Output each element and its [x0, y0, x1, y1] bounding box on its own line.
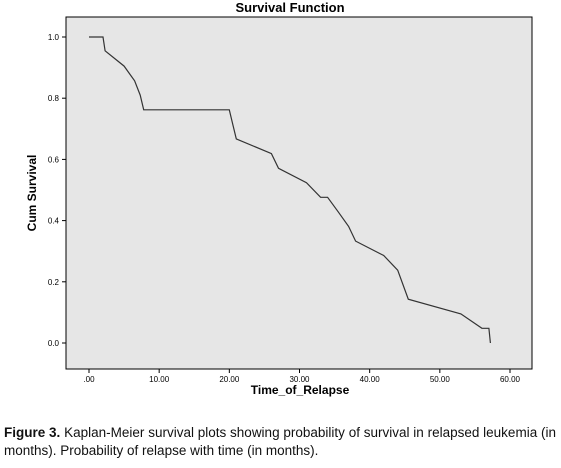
- y-tick-label: 0.6: [48, 155, 60, 164]
- y-tick-label: 0.0: [48, 339, 60, 348]
- survival-curve: [89, 36, 491, 344]
- x-tick-label: .00: [83, 375, 95, 384]
- x-tick-label: 60.00: [500, 375, 521, 384]
- y-tick-label: 1.0: [48, 33, 60, 42]
- x-axis-title: Time_of_Relapse: [251, 383, 350, 397]
- survival-chart: Survival Function 0.0 0.2 0.4 0.6 0.8 1.0 .00…: [25, 0, 533, 397]
- y-axis: 0.0 0.2 0.4 0.6 0.8 1.0: [48, 33, 66, 348]
- plot-area: [65, 16, 533, 370]
- y-tick-label: 0.2: [48, 278, 60, 287]
- y-tick-label: 0.8: [48, 94, 60, 103]
- x-tick-label: 10.00: [149, 375, 170, 384]
- caption-label: Figure 3.: [4, 425, 61, 440]
- x-tick-label: 20.00: [219, 375, 240, 384]
- x-tick-label: 30.00: [289, 375, 310, 384]
- figure-caption: Figure 3. Kaplan-Meier survival plots sh…: [4, 424, 556, 460]
- y-tick-label: 0.4: [48, 217, 60, 226]
- chart-figure: Survival Function 0.0 0.2 0.4 0.6 0.8 1.0 .00…: [25, 0, 533, 397]
- y-axis-title: Cum Survival: [25, 155, 39, 232]
- caption-text: Kaplan-Meier survival plots showing prob…: [4, 425, 556, 458]
- x-tick-label: 50.00: [430, 375, 451, 384]
- x-axis: .00 10.00 20.00 30.00 40.00 50.00 60.00: [83, 369, 521, 384]
- chart-title: Survival Function: [235, 0, 344, 15]
- x-tick-label: 40.00: [360, 375, 381, 384]
